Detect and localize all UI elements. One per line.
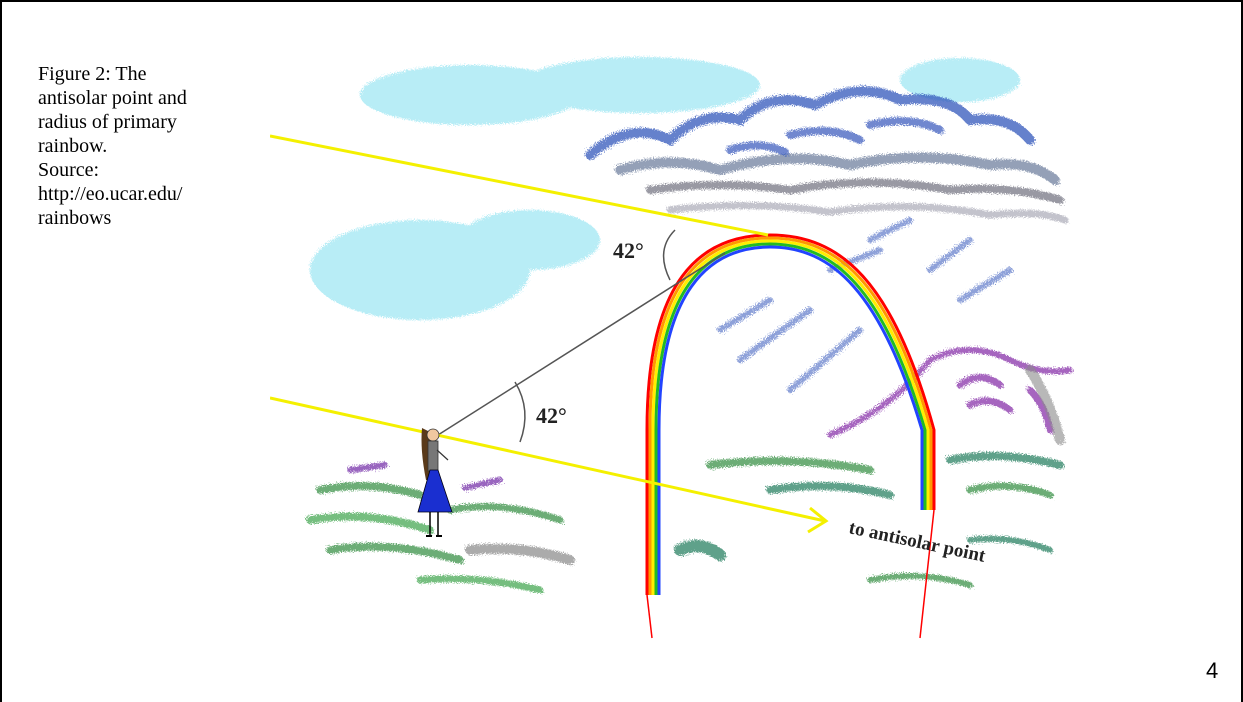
grass: [306, 452, 1064, 594]
caption-source-url: http://eo.ucar.edu/: [38, 183, 183, 205]
light-clouds: [310, 57, 1020, 320]
primary-rainbow: [645, 233, 936, 639]
angle-arc-upper: [662, 229, 676, 281]
angle-label-upper: 42°: [613, 238, 644, 263]
figure-caption: Figure 2: The antisolar point and radius…: [38, 62, 258, 230]
arrow-head: [807, 506, 829, 534]
storm-cloud: [585, 86, 1069, 224]
rain-streaks: [717, 217, 1013, 393]
sun-ray-upper: [270, 134, 769, 237]
observer-figure: [417, 428, 453, 537]
antisolar-point-label: to antisolar point: [847, 517, 988, 567]
caption-line: radius of primary: [38, 111, 177, 133]
caption-line: rainbows: [38, 207, 112, 229]
antisolar-ray: [270, 396, 829, 534]
purple-tufts: [347, 462, 503, 491]
caption-line: Figure 2: The: [38, 63, 147, 85]
caption-line: antisolar point and: [38, 87, 187, 109]
rainbow-illustration: 42° 42° to antisolar point: [270, 57, 1073, 639]
mountain: [827, 347, 1073, 445]
sight-line: [437, 252, 726, 436]
page-number: 4: [1206, 658, 1219, 683]
observer-dress: [417, 469, 453, 513]
angle-label-lower: 42°: [536, 403, 567, 428]
angle-arc-lower: [514, 381, 526, 443]
caption-line: rainbow.: [38, 135, 108, 157]
caption-line: Source:: [38, 159, 100, 181]
